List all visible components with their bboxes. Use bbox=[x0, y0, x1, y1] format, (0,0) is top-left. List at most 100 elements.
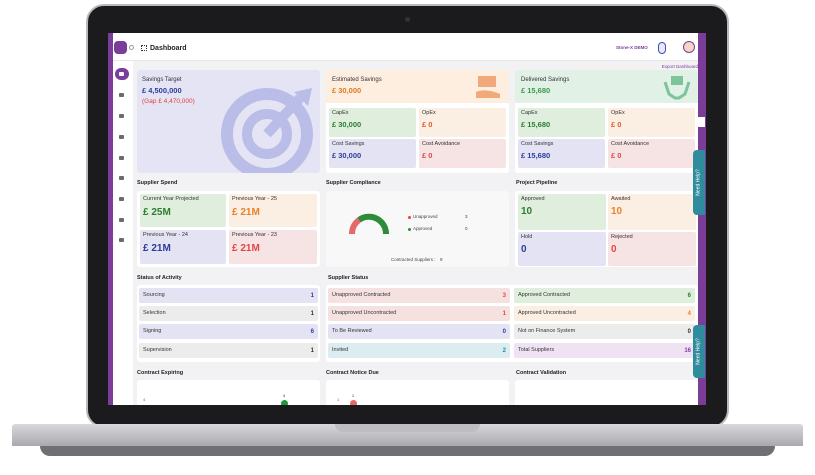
row-label: Approved Uncontracted bbox=[518, 309, 576, 316]
legend-dot bbox=[408, 215, 411, 219]
target-icon-svg bbox=[221, 88, 313, 180]
row-value: 16 bbox=[684, 347, 691, 354]
item-value: £ 15,680 bbox=[521, 120, 551, 130]
status-row bbox=[328, 343, 510, 358]
item-value: £ 0 bbox=[422, 120, 433, 130]
item-label: Hold bbox=[521, 234, 533, 241]
item-value: 0 bbox=[521, 244, 527, 255]
collapse-button[interactable] bbox=[129, 45, 134, 50]
laptop-foot bbox=[40, 446, 775, 456]
legend-label: Approved bbox=[413, 225, 433, 231]
activity-row bbox=[139, 288, 318, 303]
row-label: Selection bbox=[143, 309, 166, 316]
help-tab-label: Need Help? bbox=[695, 337, 702, 365]
item-label: OpEx bbox=[611, 110, 625, 117]
item-label: Previous Year - 24 bbox=[143, 232, 188, 239]
section-title: Status of Activity bbox=[137, 275, 182, 282]
settings-tab[interactable] bbox=[696, 117, 705, 127]
point bbox=[281, 400, 288, 405]
row-label: Unapproved Uncontracted bbox=[332, 309, 397, 316]
nav-icon[interactable] bbox=[119, 218, 124, 222]
item-label: Awaited bbox=[611, 196, 631, 203]
item-label: Cost Savings bbox=[521, 141, 554, 148]
item-label: Cost Savings bbox=[332, 141, 365, 148]
row-value: 1 bbox=[502, 310, 506, 317]
row-value: 1 bbox=[310, 292, 314, 299]
row-label: Unapproved Contracted bbox=[332, 291, 391, 298]
legend-label: Unapproved bbox=[413, 213, 438, 219]
item-value: £ 0 bbox=[422, 151, 433, 161]
item-value: £ 21M bbox=[232, 207, 260, 218]
nav-icon[interactable] bbox=[119, 176, 124, 180]
point-label: 4 bbox=[282, 393, 286, 398]
nav-icon[interactable] bbox=[119, 93, 124, 97]
section-title: Contract Expiring bbox=[137, 370, 184, 377]
nav-icon[interactable] bbox=[119, 238, 124, 242]
laptop-base bbox=[12, 424, 803, 446]
spend-item bbox=[140, 194, 226, 227]
item-label: OpEx bbox=[422, 110, 436, 117]
savings-item bbox=[419, 139, 506, 168]
row-label: Invited bbox=[332, 346, 349, 353]
estimated_savings-icon-svg bbox=[476, 76, 500, 98]
pipeline-item bbox=[518, 232, 606, 266]
compliance-gauge bbox=[346, 210, 392, 238]
card-title: Estimated Savings bbox=[332, 77, 382, 83]
savings-item bbox=[329, 108, 416, 137]
item-label: Previous Year - 23 bbox=[232, 232, 277, 239]
page-title: Dashboard bbox=[150, 44, 187, 52]
item-label: Approved bbox=[521, 196, 545, 203]
row-value: 3 bbox=[502, 292, 506, 299]
row-value: 6 bbox=[310, 328, 314, 335]
help-tab[interactable] bbox=[693, 325, 705, 378]
camera bbox=[405, 17, 410, 22]
avatar-button[interactable] bbox=[683, 41, 695, 53]
card-title: Savings Target bbox=[142, 77, 182, 83]
row-value: 6 bbox=[687, 292, 691, 299]
item-value: 0 bbox=[611, 244, 617, 255]
status-row bbox=[328, 324, 510, 339]
status-row bbox=[328, 306, 510, 321]
item-value: £ 30,000 bbox=[332, 151, 362, 161]
spend-item bbox=[229, 230, 317, 264]
nav-icon[interactable] bbox=[119, 72, 124, 76]
item-value: £ 21M bbox=[232, 243, 260, 254]
item-value: £ 15,680 bbox=[521, 151, 551, 161]
supplier-compliance-card bbox=[326, 191, 509, 267]
row-label: Total Suppliers bbox=[518, 346, 555, 353]
status-row bbox=[514, 324, 695, 339]
item-label: Cost Avoidance bbox=[422, 141, 461, 148]
row-value: 2 bbox=[502, 347, 506, 354]
nav-icon[interactable] bbox=[119, 156, 124, 160]
item-value: £ 30,000 bbox=[332, 120, 362, 130]
nav-icon[interactable] bbox=[119, 135, 124, 139]
row-label: To Be Reviewed bbox=[332, 327, 372, 334]
status-row bbox=[514, 288, 695, 303]
item-label: CapEx bbox=[521, 110, 538, 117]
savings-target-value: £ 4,500,000 bbox=[142, 86, 182, 96]
section-title: Contract Notice Due bbox=[326, 370, 379, 377]
row-label: Signing bbox=[143, 327, 162, 334]
footer-label: Contracted Suppliers : bbox=[391, 256, 436, 262]
nav-icon[interactable] bbox=[119, 114, 124, 118]
export-button[interactable]: Export Dashboard bbox=[661, 63, 698, 69]
nav-icon[interactable] bbox=[119, 197, 124, 201]
item-value: £ 21M bbox=[143, 243, 171, 254]
item-label: Previous Year - 25 bbox=[232, 196, 277, 203]
savings-gap: (Gap £ 4,470,000) bbox=[142, 97, 195, 105]
row-value: 0 bbox=[502, 328, 506, 335]
top-bar bbox=[108, 33, 706, 61]
target-icon bbox=[212, 84, 322, 180]
activity-row bbox=[139, 324, 318, 339]
card-title: Delivered Savings bbox=[521, 77, 570, 83]
row-value: 1 bbox=[310, 347, 314, 354]
point bbox=[350, 400, 357, 405]
compliance-gauge-svg bbox=[349, 213, 390, 235]
axis-label: 1 bbox=[337, 397, 340, 402]
savings-item bbox=[419, 108, 506, 137]
section-title: Contract Validation bbox=[516, 370, 567, 377]
help-tab[interactable] bbox=[693, 150, 705, 215]
menu-icon bbox=[141, 45, 147, 51]
item-value: £ 0 bbox=[611, 151, 622, 161]
